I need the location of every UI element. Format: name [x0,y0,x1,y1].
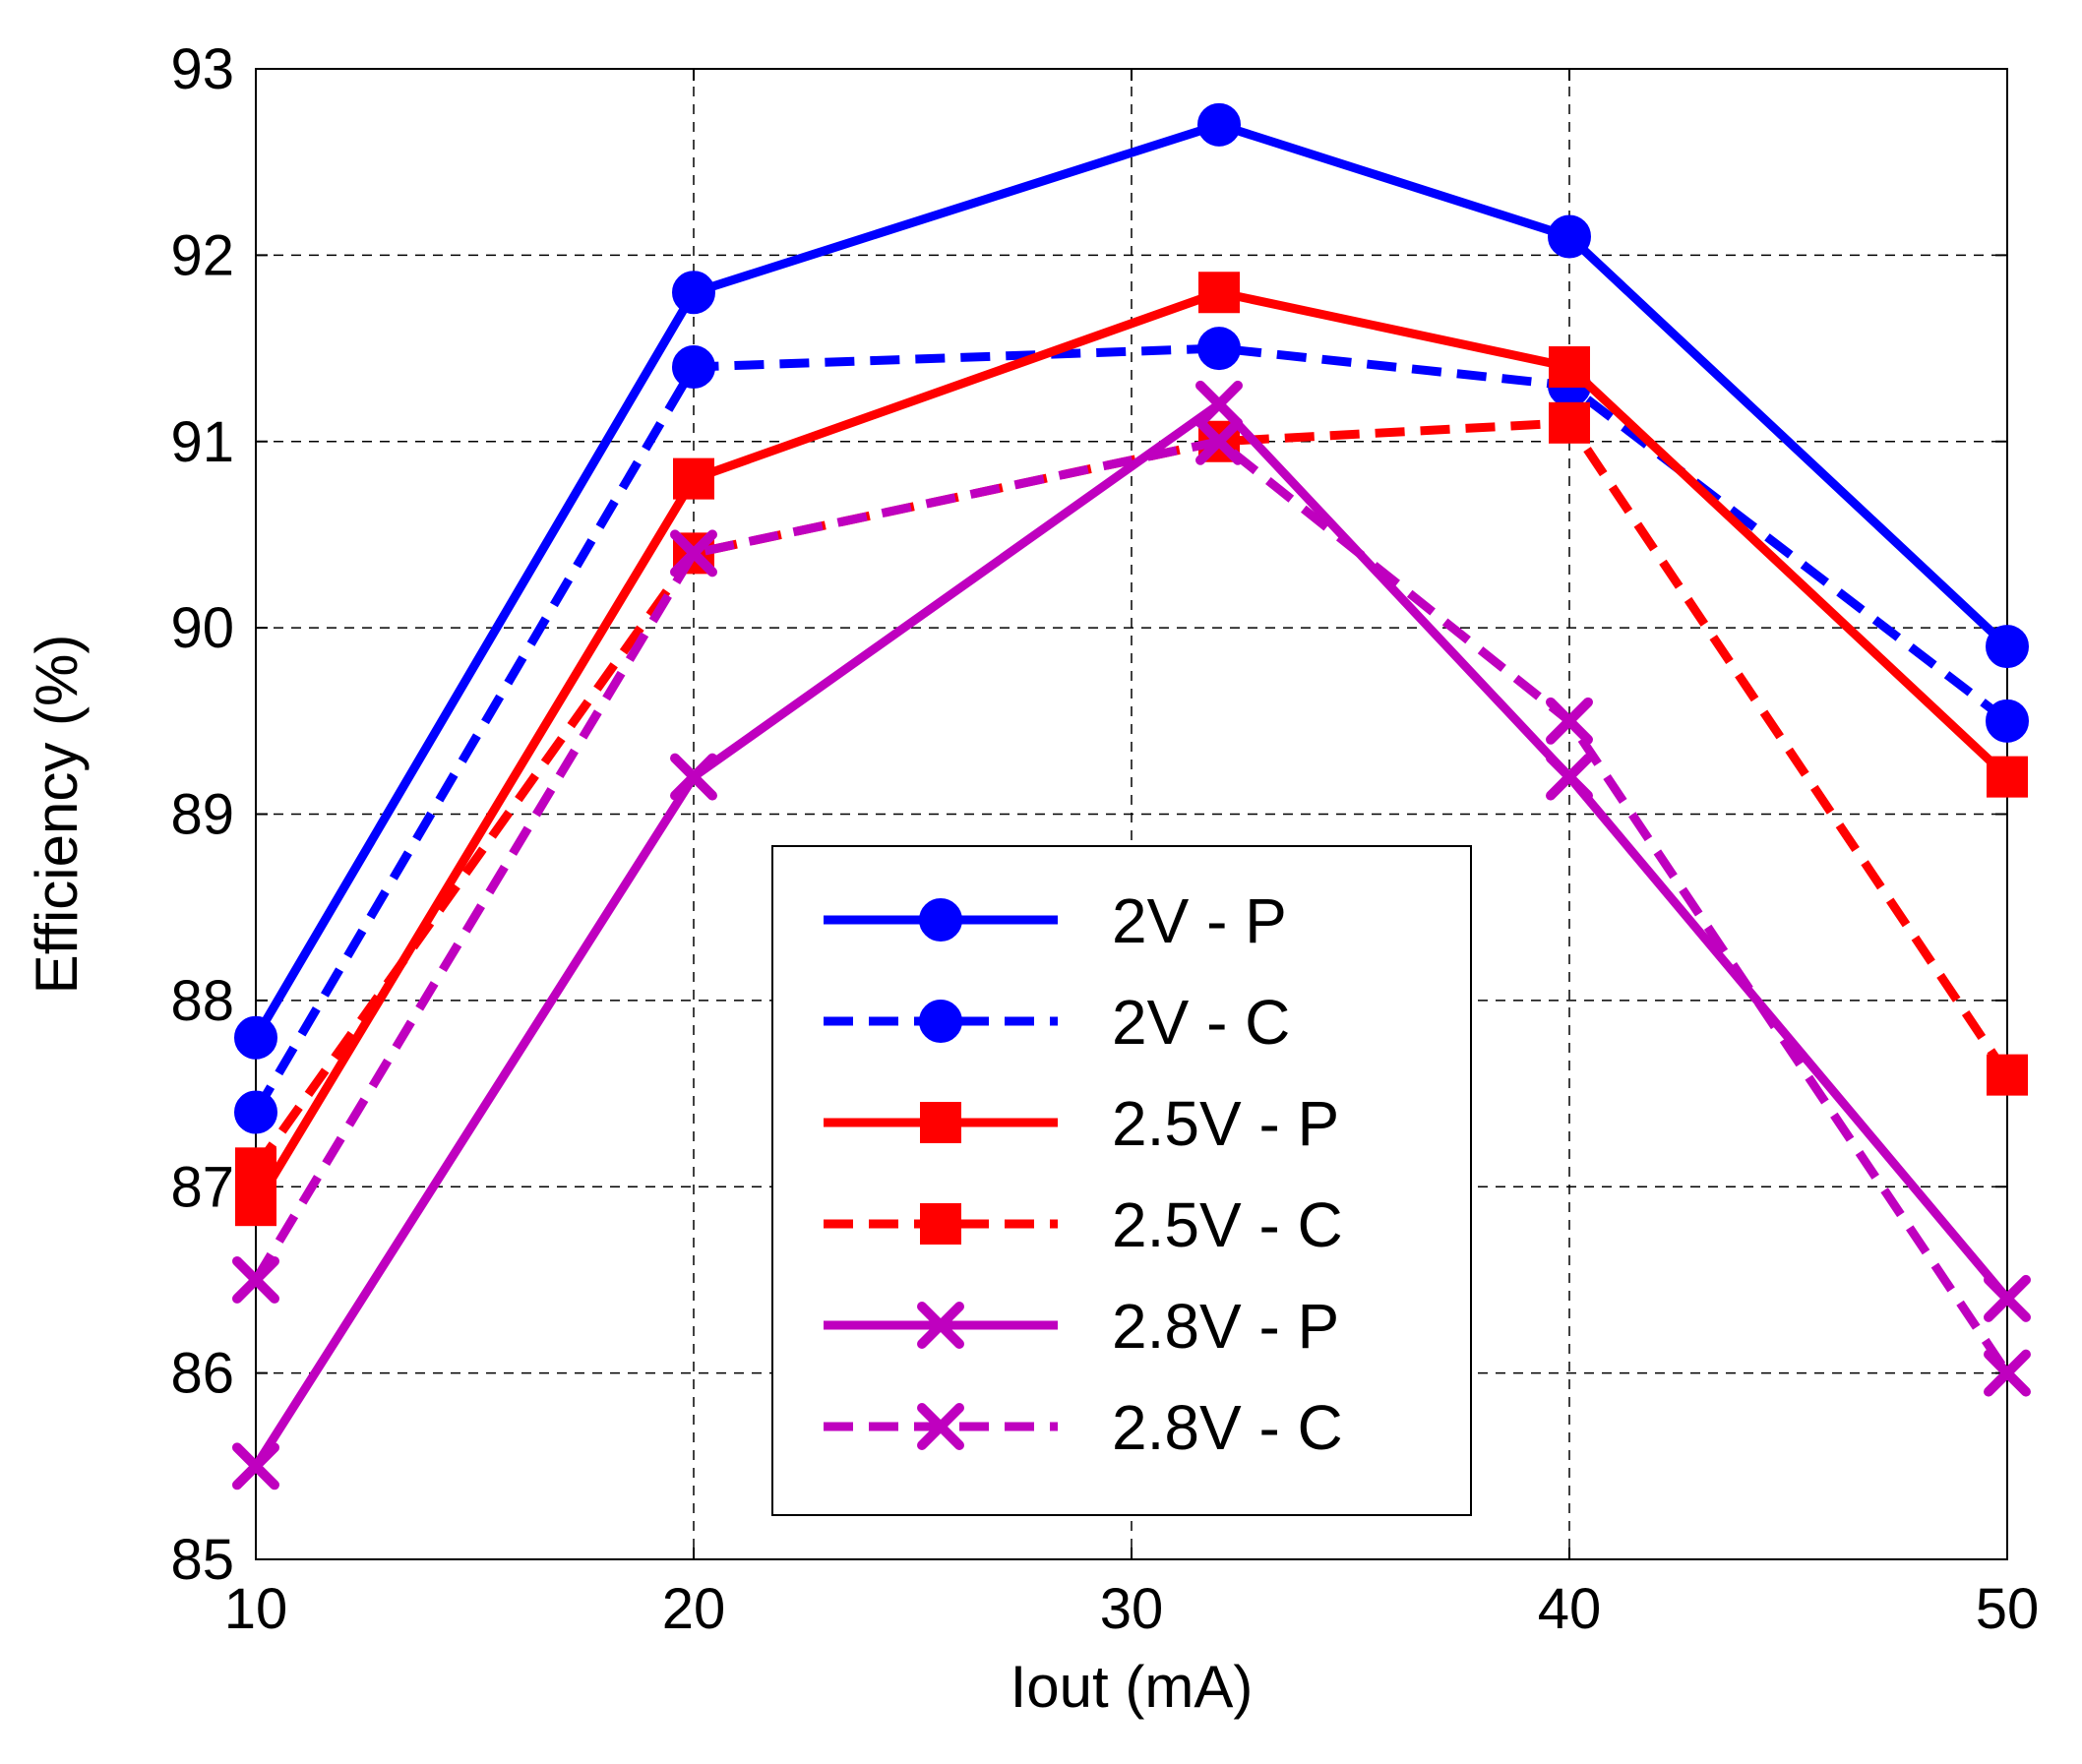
x-axis-label: Iout (mA) [1010,1654,1254,1720]
data-point [1546,753,1593,801]
x-tick-label: 10 [224,1577,288,1641]
legend-label: 2V - P [1112,885,1287,956]
data-point [1987,1054,2028,1096]
data-point [1197,102,1241,147]
series-group [232,102,2031,1490]
legend-box [771,845,1472,1516]
x-tick-label: 20 [662,1577,726,1641]
data-point [1197,327,1241,371]
marker-stroke [670,753,717,801]
data-point [234,1090,277,1134]
marker-stroke [232,1255,279,1304]
data-point [1987,756,2028,798]
legend-marker [917,1403,964,1450]
data-point [1546,697,1593,745]
legend-label: 2.5V - P [1112,1088,1339,1159]
marker-stroke [1195,417,1243,465]
y-tick-label: 92 [170,223,234,287]
y-tick-label: 90 [170,596,234,660]
data-point [232,1442,279,1490]
legend-item: 2V - C [824,987,1290,1058]
data-point [1195,417,1243,465]
data-point [1984,1274,2031,1322]
series-2-8v-c [232,417,2031,1397]
marker-stroke [670,529,717,578]
legend-label: 2V - C [1112,987,1290,1058]
data-point [670,753,717,801]
x-tick-label: 40 [1538,1577,1602,1641]
data-point [234,1015,277,1060]
legend-marker [919,1000,962,1043]
series-2v-c [234,327,2029,1134]
y-axis-label: Efficiency (%) [24,635,90,995]
y-tick-label: 86 [170,1342,234,1406]
y-tick-label: 91 [170,410,234,474]
y-tick-label: 93 [170,37,234,101]
x-tick-label: 30 [1100,1577,1164,1641]
y-tick-label: 85 [170,1528,234,1592]
data-point [1549,346,1590,388]
marker-stroke [232,1442,279,1490]
data-point [1549,401,1590,444]
y-tick-label: 87 [170,1155,234,1219]
data-point [235,1185,276,1227]
legend-marker [920,1102,961,1143]
marker-stroke [1984,1274,2031,1322]
data-point [1986,625,2029,669]
data-point [670,529,717,578]
data-point [1548,214,1591,259]
series-line [252,343,2010,1115]
legend-item: 2V - P [824,885,1287,956]
y-tick-label: 89 [170,783,234,847]
legend-item: 2.5V - C [824,1189,1343,1260]
marker-stroke [917,1403,964,1450]
series-2-8v-p [232,380,2031,1490]
series-2-5v-p [235,272,2028,1227]
series-2v-p [234,102,2029,1060]
legend-item: 2.8V - P [824,1291,1339,1362]
legend-label: 2.8V - C [1112,1392,1343,1463]
marker-stroke [1984,1349,2031,1397]
legend-item: 2.8V - C [824,1392,1343,1463]
data-point [672,345,715,389]
x-tick-label: 50 [1976,1577,2040,1641]
data-point [672,271,715,315]
data-point [1986,699,2029,743]
legend-item: 2.5V - P [824,1088,1339,1159]
legend-marker [920,1203,961,1245]
data-point [232,1255,279,1304]
legend-label: 2.8V - P [1112,1291,1339,1362]
data-point [673,457,714,500]
data-point [1984,1349,2031,1397]
data-point [1198,272,1240,314]
legend: 2V - P 2V - C 2.5V - P 2.5V - C 2.8V - P 2.8V… [771,845,1472,1516]
data-point [1195,380,1243,428]
legend-label: 2.5V - C [1112,1189,1343,1260]
legend-marker [919,898,962,942]
legend-marker [917,1302,964,1349]
y-tick-label: 88 [170,969,234,1033]
marker-stroke [1546,753,1593,801]
marker-stroke [917,1302,964,1349]
marker-stroke [1195,380,1243,428]
axis-ticks: 10 20 30 40 50 85 86 87 88 89 90 91 92 93 [170,37,2039,1641]
data-point [235,1147,276,1189]
marker-stroke [1546,697,1593,745]
